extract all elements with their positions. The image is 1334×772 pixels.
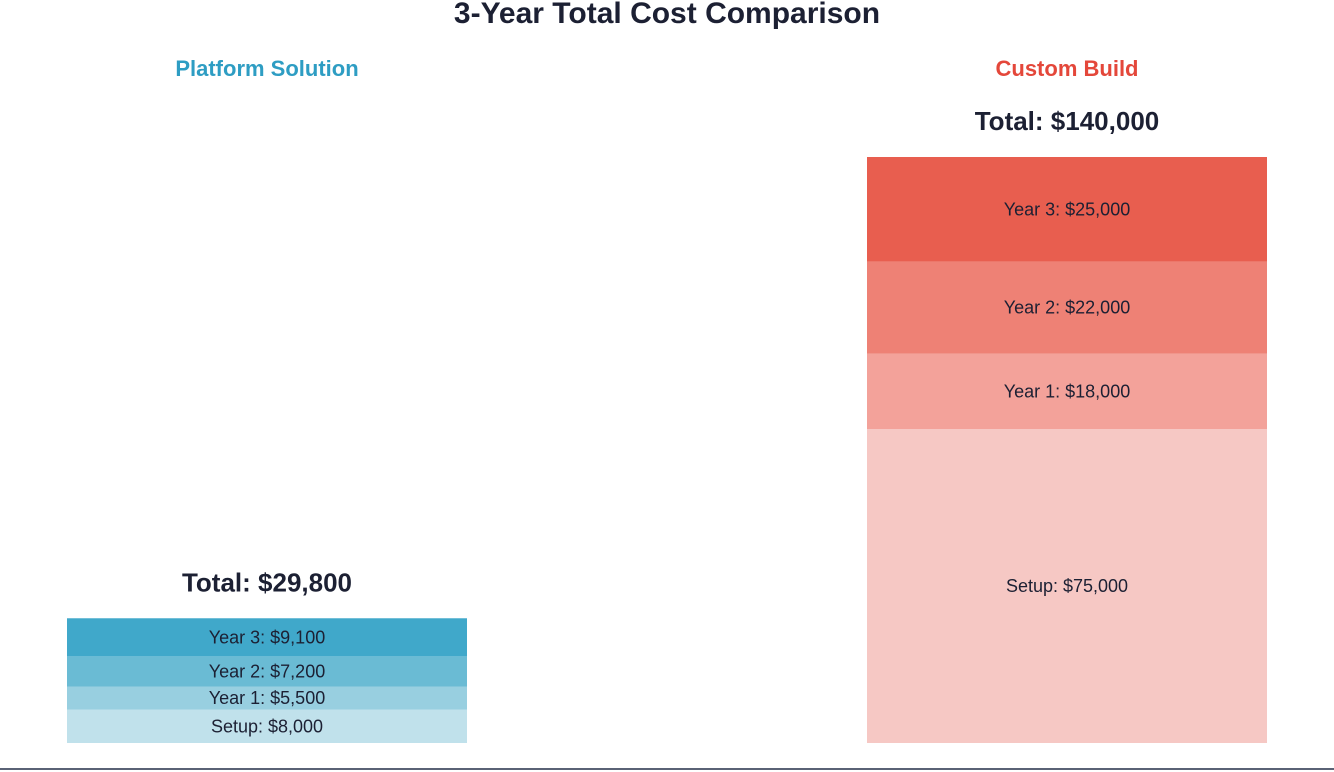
bar-segment-custom-build-setup [867, 429, 1267, 743]
total-label-custom-build: Total: $140,000 [975, 106, 1160, 136]
total-label-platform-solution: Total: $29,800 [182, 567, 352, 597]
segment-label-custom-build-year-2: Year 2: $22,000 [1004, 298, 1130, 318]
chart-title: 3-Year Total Cost Comparison [454, 0, 880, 30]
bar-segment-platform-solution-year-2 [67, 656, 467, 687]
column-header-custom-build: Custom Build [996, 56, 1139, 81]
bar-segment-custom-build-year-3 [867, 157, 1267, 262]
segment-label-platform-solution-year-3: Year 3: $9,100 [209, 627, 325, 647]
segment-label-custom-build-year-3: Year 3: $25,000 [1004, 199, 1130, 219]
bars-group: Platform Solution Setup: $8,000 Year 1: $5… [67, 56, 1267, 743]
segment-label-platform-solution-year-2: Year 2: $7,200 [209, 661, 325, 681]
segment-label-platform-solution-year-1: Year 1: $5,500 [209, 688, 325, 708]
column-header-platform-solution: Platform Solution [175, 56, 358, 81]
bar-segment-platform-solution-setup [67, 709, 467, 743]
bar-segment-custom-build-year-1 [867, 353, 1267, 430]
bar-segment-custom-build-year-2 [867, 261, 1267, 354]
segment-label-custom-build-setup: Setup: $75,000 [1006, 576, 1128, 596]
segment-label-platform-solution-setup: Setup: $8,000 [211, 716, 323, 736]
bar-segment-platform-solution-year-3 [67, 618, 467, 657]
bar-segment-platform-solution-year-1 [67, 686, 467, 710]
segment-label-custom-build-year-1: Year 1: $18,000 [1004, 381, 1130, 401]
